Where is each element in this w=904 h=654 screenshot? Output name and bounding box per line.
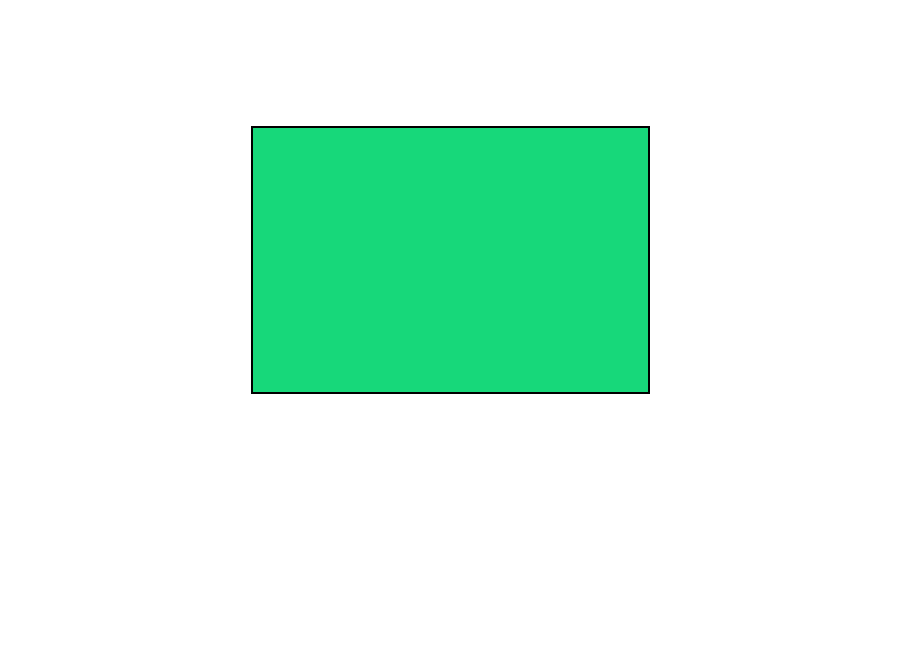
contour-field-canvas (253, 128, 648, 392)
plot-frame (251, 126, 650, 394)
colorbar (661, 158, 683, 394)
